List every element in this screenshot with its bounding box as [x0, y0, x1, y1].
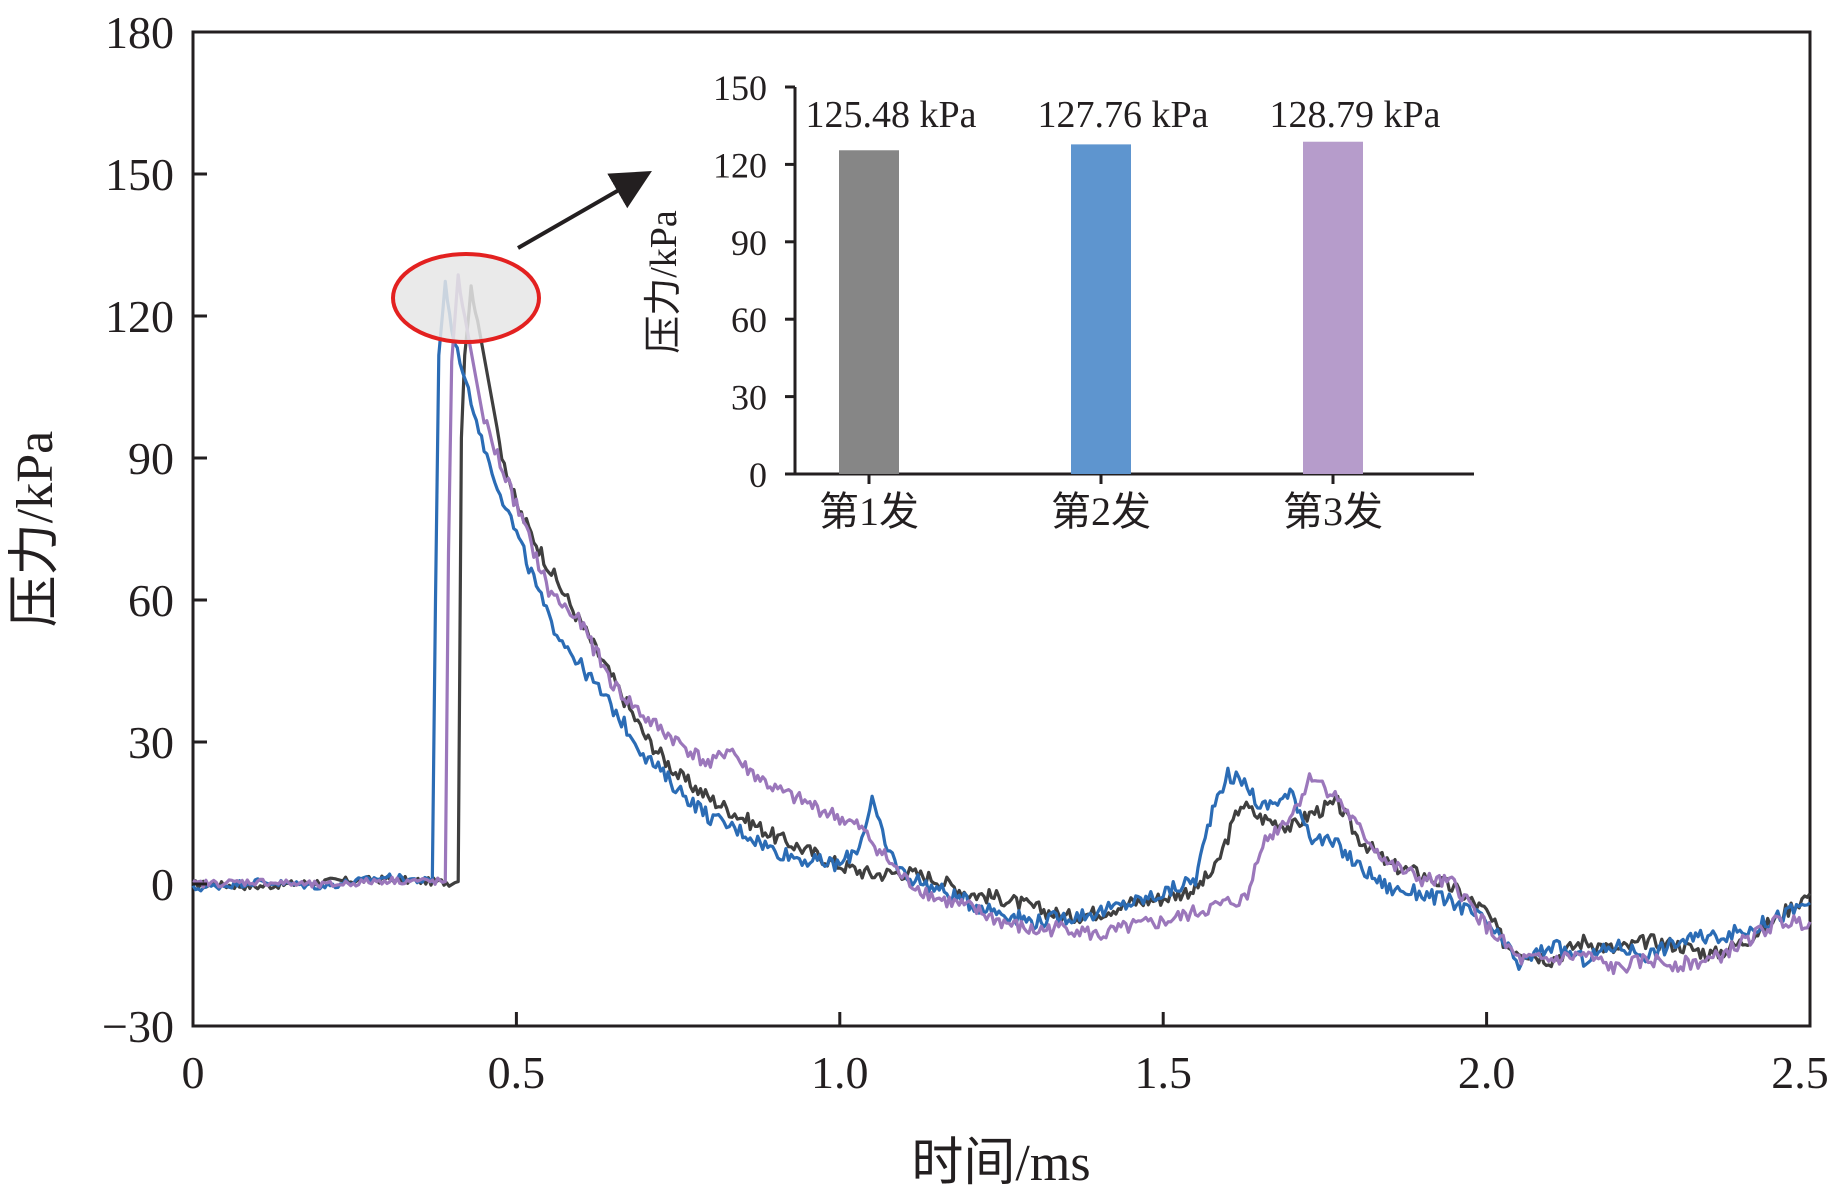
- callout-arrow: [517, 171, 652, 250]
- main-x-tick-label: 1.5: [1134, 1047, 1192, 1098]
- main-x-axis-title: 时间/ms: [911, 1135, 1090, 1192]
- main-plot-frame: [191, 30, 1812, 1028]
- main-x-tick-label: 0: [182, 1047, 205, 1098]
- inset-bar-value-label: 128.79 kPa: [1270, 94, 1441, 136]
- main-y-axis-title: 压力/kPa: [7, 431, 64, 627]
- main-y-tick-label: 60: [128, 575, 174, 626]
- inset-bar-value-label: 125.48 kPa: [806, 94, 977, 136]
- inset-category-labels: 第1发 第2发 第3发: [819, 474, 1383, 534]
- inset-bar-chart: 125.48 kPa 127.76 kPa 128.79 kPa 0 30 60 90 12…: [643, 68, 1475, 534]
- main-x-ticks: 0 0.5 1.0 1.5 2.0 2.5: [182, 1012, 1829, 1098]
- inset-y-tick-label: 0: [749, 455, 767, 495]
- main-x-tick-label: 0.5: [488, 1047, 546, 1098]
- series-line-1: [192, 284, 1812, 969]
- main-y-tick-label: 0: [151, 859, 174, 910]
- inset-y-tick-label: 90: [731, 223, 767, 263]
- main-y-tick-label: 120: [105, 291, 174, 342]
- inset-y-tick-label: 60: [731, 300, 767, 340]
- inset-category-label: 第2发: [1051, 489, 1151, 534]
- inset-y-axis-title: 压力/kPa: [643, 210, 685, 354]
- inset-category-label: 第1发: [819, 489, 919, 534]
- inset-bar-value-label: 127.76 kPa: [1038, 94, 1209, 136]
- inset-bar-2: [1071, 144, 1131, 474]
- main-y-tick-label: 150: [105, 149, 174, 200]
- series-line-2: [191, 279, 1811, 971]
- main-y-ticks: −30 0 30 60 90 120 150 180: [102, 7, 207, 1052]
- main-y-tick-label: −30: [102, 1001, 174, 1052]
- main-y-tick-label: 30: [128, 717, 174, 768]
- inset-y-ticks: 0 30 60 90 120 150: [713, 68, 795, 495]
- main-y-tick-label: 180: [105, 7, 174, 58]
- inset-y-tick-label: 30: [731, 378, 767, 418]
- main-x-tick-label: 2.0: [1458, 1047, 1516, 1098]
- inset-bar-group: 125.48 kPa 127.76 kPa 128.79 kPa: [806, 94, 1441, 474]
- inset-category-label: 第3发: [1283, 489, 1383, 534]
- main-x-tick-label: 2.5: [1771, 1047, 1829, 1098]
- inset-y-tick-label: 120: [713, 145, 767, 185]
- inset-y-tick-label: 150: [713, 68, 767, 108]
- peak-annotation: [391, 171, 652, 344]
- main-y-tick-label: 90: [128, 433, 174, 484]
- inset-bar-3: [1303, 141, 1363, 474]
- peak-highlight-ellipse: [391, 252, 541, 344]
- main-x-tick-label: 1.0: [811, 1047, 869, 1098]
- inset-bar-1: [839, 150, 899, 474]
